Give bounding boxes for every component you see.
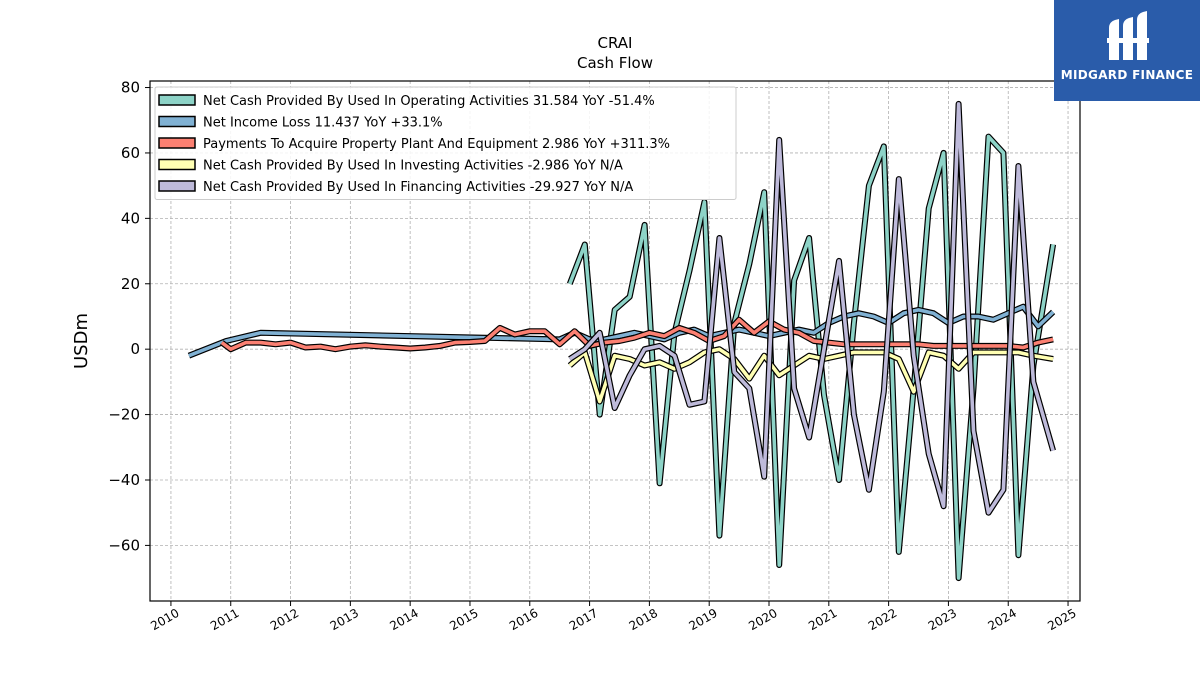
y-tick-label: −60 (108, 536, 140, 554)
legend-label: Net Income Loss 11.437 YoY +33.1% (203, 116, 443, 131)
legend-box (154, 86, 737, 200)
plot-frame (149, 80, 1081, 602)
x-tick-label: 2024 (986, 606, 1019, 633)
x-tick-label: 2019 (686, 606, 719, 633)
legend-swatch (158, 115, 196, 128)
x-tick-label: 2016 (507, 606, 540, 633)
chart-title: CRAI (598, 34, 633, 52)
brand-name: MIDGARD FINANCE (1060, 68, 1194, 82)
legend-label: Net Cash Provided By Used In Operating A… (203, 94, 655, 109)
x-tick-label: 2025 (1045, 606, 1078, 633)
y-tick-label: 0 (130, 340, 140, 358)
legend-swatch (158, 137, 196, 149)
x-tick-label: 2014 (387, 606, 420, 633)
series-1-line (188, 304, 1055, 358)
x-tick-label: 2010 (148, 606, 181, 633)
legend-label: Net Cash Provided By Used In Investing A… (203, 159, 623, 174)
x-tick-label: 2011 (208, 606, 241, 633)
y-tick-label: 60 (121, 144, 140, 162)
midgard-logo-icon (1107, 11, 1149, 60)
series-4-line (568, 102, 1055, 515)
y-tick-label: 40 (121, 209, 140, 227)
x-tick-label: 2013 (328, 606, 361, 633)
y-tick-label: 80 (121, 79, 140, 97)
x-tick-label: 2017 (567, 606, 600, 633)
legend-swatch (158, 180, 196, 192)
x-tick-label: 2023 (926, 606, 959, 633)
y-axis-label: USDm (71, 313, 92, 369)
x-tick-label: 2020 (746, 606, 779, 633)
legend-label: Net Cash Provided By Used In Financing A… (203, 180, 633, 195)
x-tick-label: 2021 (806, 606, 839, 633)
series-layer (187, 100, 1057, 582)
x-tick-label: 2018 (627, 606, 660, 633)
legend-swatch (158, 158, 196, 171)
y-tick-label: −40 (108, 471, 140, 489)
series-0-line (568, 134, 1055, 580)
midgard-finance-logo: MIDGARD FINANCE (1054, 0, 1200, 101)
y-tick-label: −20 (108, 406, 140, 424)
x-tick-label: 2012 (268, 606, 301, 633)
chart-subtitle: Cash Flow (577, 54, 653, 72)
x-tick-label: 2015 (447, 606, 480, 633)
x-tick-label: 2022 (866, 606, 899, 633)
legend-swatch (158, 94, 196, 106)
legend-label: Payments To Acquire Property Plant And E… (203, 137, 670, 152)
legend: Net Cash Provided By Used In Operating A… (154, 86, 737, 200)
y-tick-label: 20 (121, 275, 140, 293)
